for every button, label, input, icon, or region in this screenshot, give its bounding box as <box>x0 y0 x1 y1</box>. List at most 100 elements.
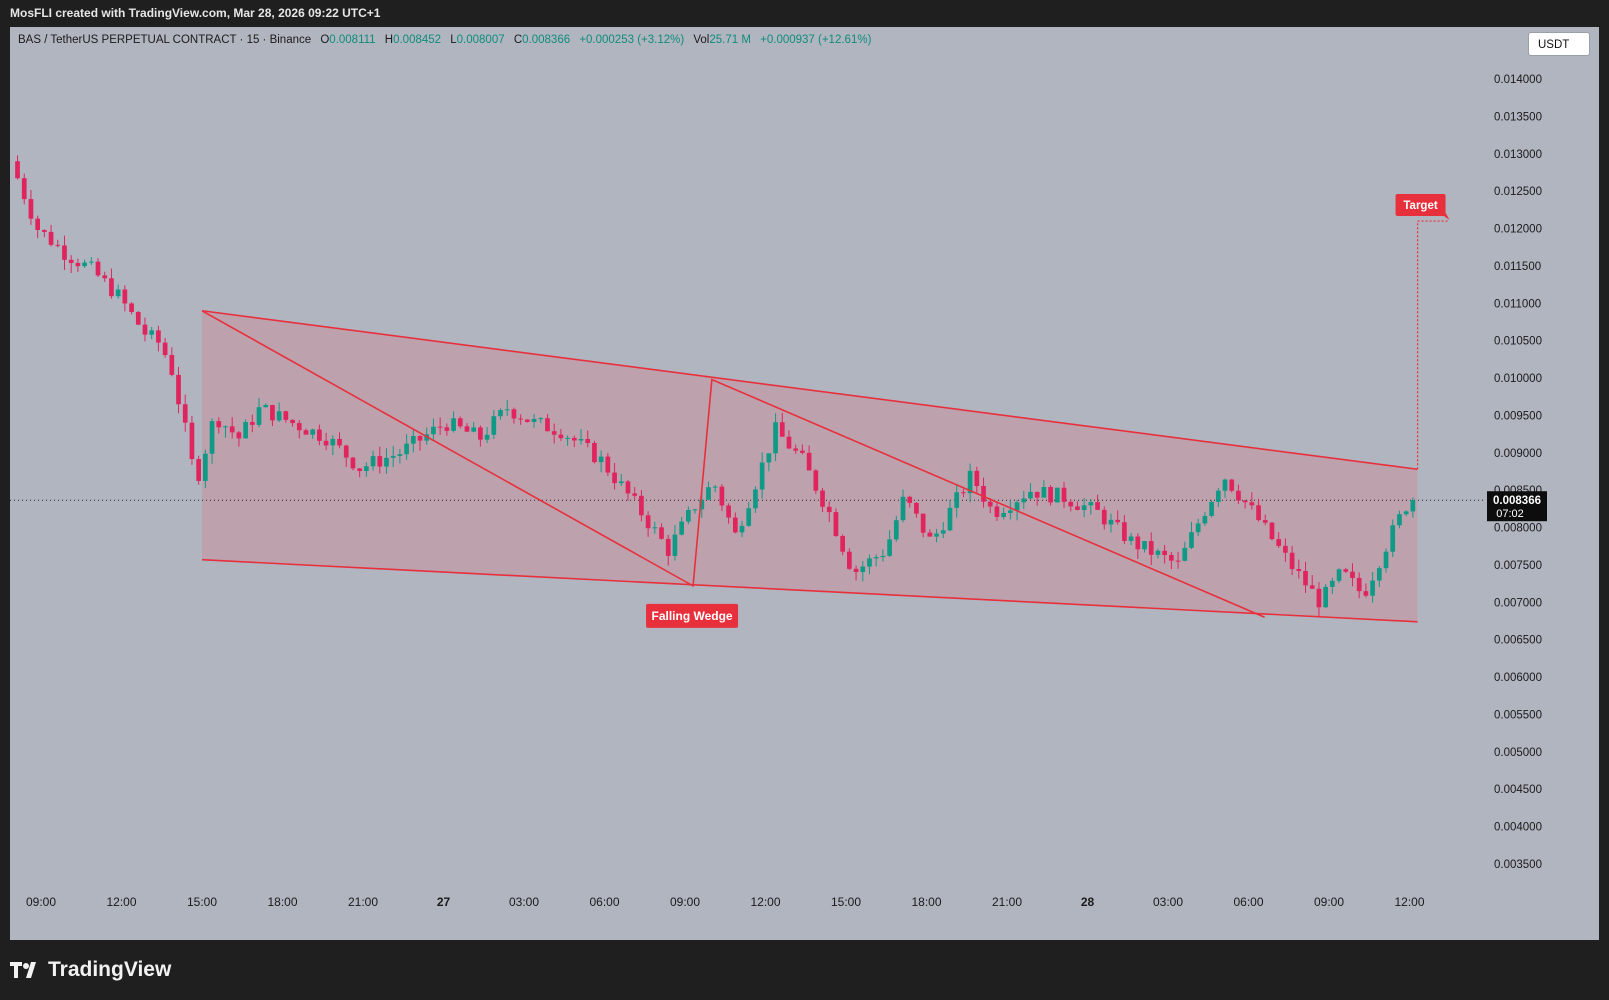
candle-body <box>216 421 222 428</box>
candle-body <box>1383 551 1389 569</box>
candle-body <box>370 456 376 467</box>
last-price-value: 0.008366 <box>1493 495 1541 507</box>
candle-body <box>1061 487 1067 502</box>
candle-body <box>317 429 322 441</box>
candle-body <box>652 527 658 529</box>
candle-body <box>1350 571 1355 578</box>
candle-body <box>129 303 134 312</box>
candle-body <box>102 275 108 279</box>
candle-body <box>1202 515 1208 524</box>
candle-body <box>303 430 309 435</box>
candle-body <box>243 421 248 439</box>
candle-body <box>109 278 114 297</box>
candle-body <box>914 502 919 514</box>
candle-body <box>873 557 879 559</box>
candle-body <box>162 342 168 356</box>
candle-body <box>1182 547 1188 561</box>
candle-body <box>639 495 644 516</box>
y-tick-label: 0.013500 <box>1494 111 1542 123</box>
candle-body <box>1343 569 1349 572</box>
close-value: 0.008366 <box>522 34 571 46</box>
candle-body <box>471 427 477 432</box>
target-label-pointer <box>1439 209 1450 221</box>
x-tick-label: 09:00 <box>670 895 700 909</box>
volume-label: Vol <box>693 34 710 46</box>
candle-body <box>55 244 61 246</box>
open-value: 0.008111 <box>329 34 376 46</box>
candle-body <box>498 409 503 417</box>
candle-body <box>1041 487 1047 498</box>
wedge-inner-line <box>201 310 1265 619</box>
candle-body <box>1081 505 1087 510</box>
candle-body <box>310 429 316 435</box>
candle-body <box>1122 522 1127 541</box>
candle-body <box>1008 510 1013 513</box>
candle-body <box>565 437 570 439</box>
candle-body <box>142 324 148 335</box>
candle-body <box>390 455 396 458</box>
candle-body <box>95 261 101 276</box>
candle-body <box>149 330 155 335</box>
price-chart[interactable]: 0.014000 0.013500 0.013000 0.012500 0.012000… <box>10 27 1599 940</box>
candle-body <box>692 509 698 511</box>
y-tick-label: 0.007000 <box>1494 597 1542 609</box>
currency-button[interactable]: USDT <box>1528 32 1590 56</box>
candle-body <box>1410 500 1416 512</box>
candle-body <box>1370 580 1375 596</box>
candle-body <box>719 486 725 506</box>
candle-body <box>726 505 731 518</box>
candle-body <box>793 448 799 451</box>
candle-body <box>1283 545 1288 553</box>
y-tick-label: 0.004000 <box>1494 822 1542 834</box>
y-tick-label: 0.003500 <box>1494 859 1542 871</box>
candle-body <box>377 456 383 467</box>
candle-body <box>605 456 611 473</box>
high-value: 0.008452 <box>393 34 442 46</box>
candle-body <box>1054 487 1060 503</box>
candle-body <box>28 199 34 219</box>
candle-body <box>1068 501 1074 507</box>
candle-body <box>451 418 456 431</box>
candle-body <box>410 435 416 444</box>
y-tick-label: 0.009500 <box>1494 410 1542 422</box>
volume-value: 25.71 M <box>709 34 751 46</box>
target-label: Target <box>1403 200 1437 212</box>
candle-body <box>1215 490 1221 502</box>
change-value: +0.000253 (+3.12%) <box>579 34 685 46</box>
candle-body <box>296 423 302 431</box>
candle-body <box>1195 523 1201 533</box>
candle-body <box>1155 550 1161 555</box>
candle-body <box>860 566 866 572</box>
candle-body <box>773 422 778 454</box>
candle-body <box>357 468 362 471</box>
candle-body <box>1222 479 1228 491</box>
candle-body <box>940 530 946 534</box>
candle-body <box>276 411 282 421</box>
candle-body <box>994 506 1000 517</box>
candle-body <box>974 470 980 486</box>
candle-body <box>1330 580 1335 587</box>
candle-body <box>618 481 624 484</box>
symbol-title: BAS / TetherUS PERPETUAL CONTRACT · 15 ·… <box>18 34 312 46</box>
candle-body <box>585 438 591 443</box>
candle-body <box>672 534 678 556</box>
x-tick-label: 12:00 <box>1394 895 1424 909</box>
candle-body <box>35 218 40 230</box>
candle-body <box>1209 501 1214 516</box>
chart-area[interactable]: 0.014000 0.013500 0.013000 0.012500 0.012000… <box>10 27 1599 940</box>
candle-body <box>867 558 872 567</box>
high-label: H <box>384 34 394 46</box>
candle-body <box>484 434 490 440</box>
candle-body <box>645 515 651 529</box>
candle-body <box>551 431 557 435</box>
attribution-text: MosFLI created with TradingView.com, Mar… <box>10 6 381 20</box>
candle-body <box>75 262 81 267</box>
candle-body <box>820 490 825 507</box>
tradingview-logo-icon <box>10 962 36 978</box>
candle-body <box>766 453 772 463</box>
candle-body <box>880 555 886 558</box>
candle-body <box>1323 586 1328 608</box>
candle-body <box>954 492 960 508</box>
candle-body <box>364 466 369 471</box>
candle-body <box>290 419 295 424</box>
